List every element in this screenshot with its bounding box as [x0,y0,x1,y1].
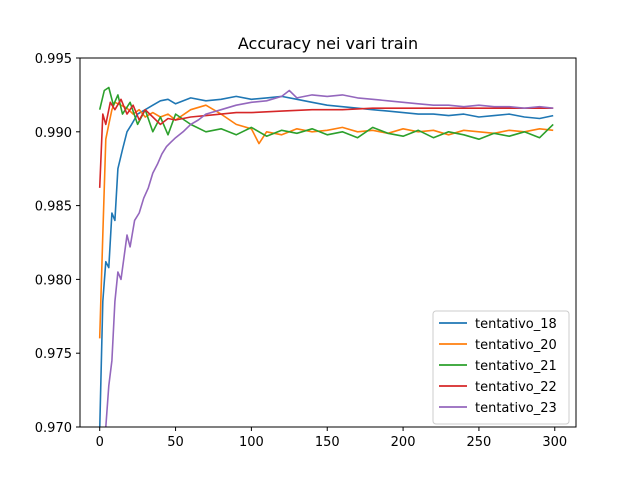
y-tick-label: 0.980 [35,273,72,288]
y-tick-label: 0.970 [35,421,72,436]
chart-title: Accuracy nei vari train [238,34,418,53]
y-tick-label: 0.985 [35,200,72,215]
y-tick-label: 0.975 [35,347,72,362]
legend-label: tentativo_22 [475,380,557,395]
x-tick-label: 0 [96,435,104,450]
y-axis: 0.970 0.975 0.980 0.985 0.990 0.995 [35,52,80,436]
series-line-tentativo_23 [105,89,554,427]
x-tick-label: 50 [167,435,184,450]
series-layer [98,86,554,427]
legend-label: tentativo_20 [475,338,557,353]
series-line-tentativo_21 [98,86,554,140]
legend: tentativo_18 tentativo_20 tentativo_21tent… [432,310,570,425]
series-line-tentativo_22 [98,98,554,188]
plot-frame [79,57,577,428]
series-line-tentativo_18 [98,95,554,427]
x-tick-label: 150 [315,435,340,450]
x-tick-label: 300 [542,435,567,450]
legend-label: tentativo_18 [475,317,557,332]
legend-box [432,310,570,425]
legend-label: tentativo_23 [475,401,557,416]
x-axis: 0 50 100 150 200 250 300 [96,427,567,450]
legend-label: tentativo_21 [475,359,557,374]
y-tick-label: 0.990 [35,126,72,141]
x-tick-label: 100 [239,435,264,450]
x-tick-label: 200 [391,435,416,450]
y-tick-label: 0.995 [35,52,72,67]
x-tick-label: 250 [467,435,492,450]
